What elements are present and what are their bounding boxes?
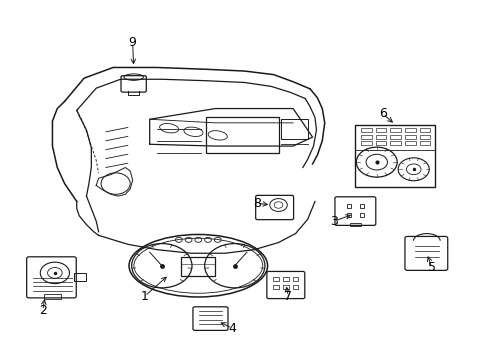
- Bar: [389, 135, 400, 139]
- Text: 8: 8: [252, 197, 260, 210]
- Bar: [404, 141, 415, 145]
- Bar: [281, 119, 307, 139]
- Bar: [389, 128, 400, 132]
- Bar: [273, 285, 279, 289]
- Bar: [74, 273, 86, 281]
- Text: 7: 7: [284, 289, 292, 303]
- Bar: [283, 277, 288, 282]
- Bar: [361, 135, 371, 139]
- Text: 5: 5: [427, 261, 435, 274]
- Text: 9: 9: [128, 36, 136, 49]
- Bar: [419, 135, 429, 139]
- Bar: [349, 223, 361, 226]
- Bar: [361, 141, 371, 145]
- Text: 3: 3: [330, 215, 338, 228]
- Bar: [361, 128, 371, 132]
- Text: 6: 6: [378, 107, 386, 120]
- Bar: [375, 141, 386, 145]
- Bar: [273, 277, 279, 282]
- Bar: [419, 141, 429, 145]
- Bar: [181, 257, 215, 276]
- Bar: [292, 285, 298, 289]
- Bar: [283, 285, 288, 289]
- Bar: [389, 141, 400, 145]
- Text: 4: 4: [228, 322, 236, 335]
- Bar: [292, 277, 298, 282]
- Bar: [205, 117, 278, 153]
- Bar: [419, 128, 429, 132]
- Bar: [43, 294, 61, 298]
- Text: 2: 2: [39, 304, 46, 317]
- Text: 1: 1: [141, 289, 148, 303]
- Bar: [404, 128, 415, 132]
- Bar: [404, 135, 415, 139]
- Bar: [375, 135, 386, 139]
- Bar: [375, 128, 386, 132]
- Bar: [355, 125, 434, 187]
